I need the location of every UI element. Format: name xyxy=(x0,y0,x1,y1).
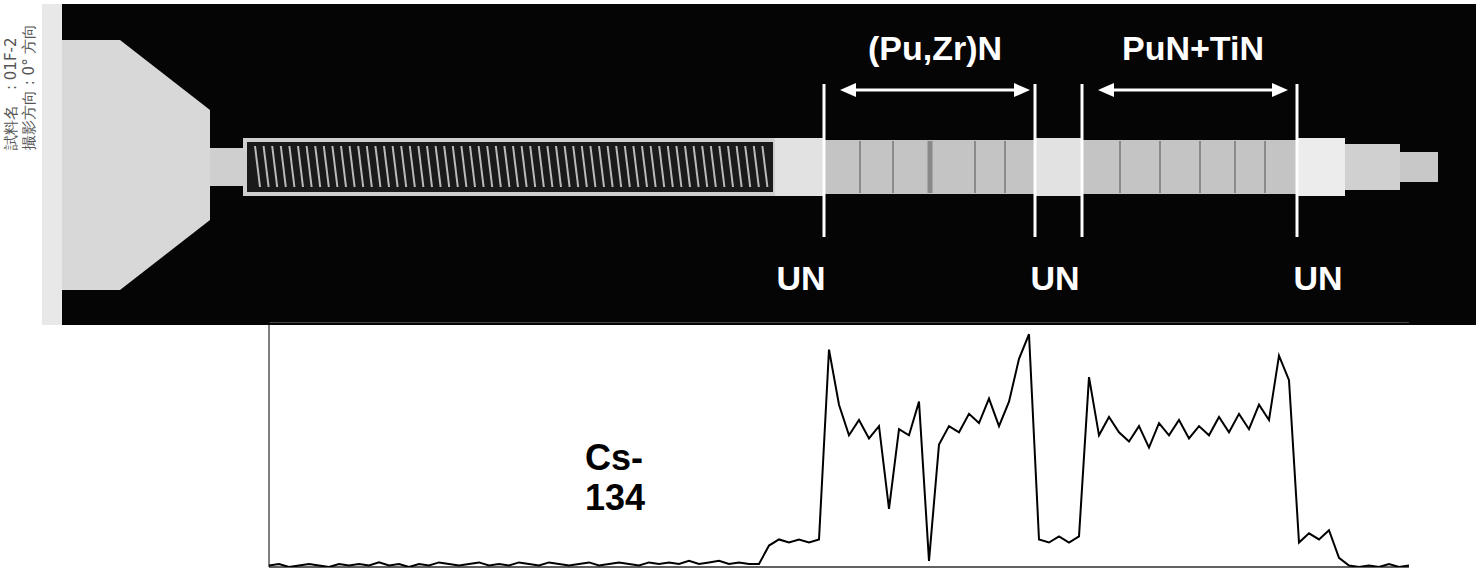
html-text:Cs-: Cs- xyxy=(585,437,643,478)
svg-text:UN: UN xyxy=(1293,259,1342,297)
svg-text:UN: UN xyxy=(776,259,825,297)
svg-text:PuN+TiN: PuN+TiN xyxy=(1122,29,1264,67)
svg-text:UN: UN xyxy=(1030,259,1079,297)
svg-text:撮影方向 : 0° 方向: 撮影方向 : 0° 方向 xyxy=(20,24,38,150)
html-text:134: 134 xyxy=(585,477,646,518)
svg-text:(Pu,Zr)N: (Pu,Zr)N xyxy=(868,29,1002,67)
svg-text:試料名 : 01F-2: 試料名 : 01F-2 xyxy=(2,38,20,151)
